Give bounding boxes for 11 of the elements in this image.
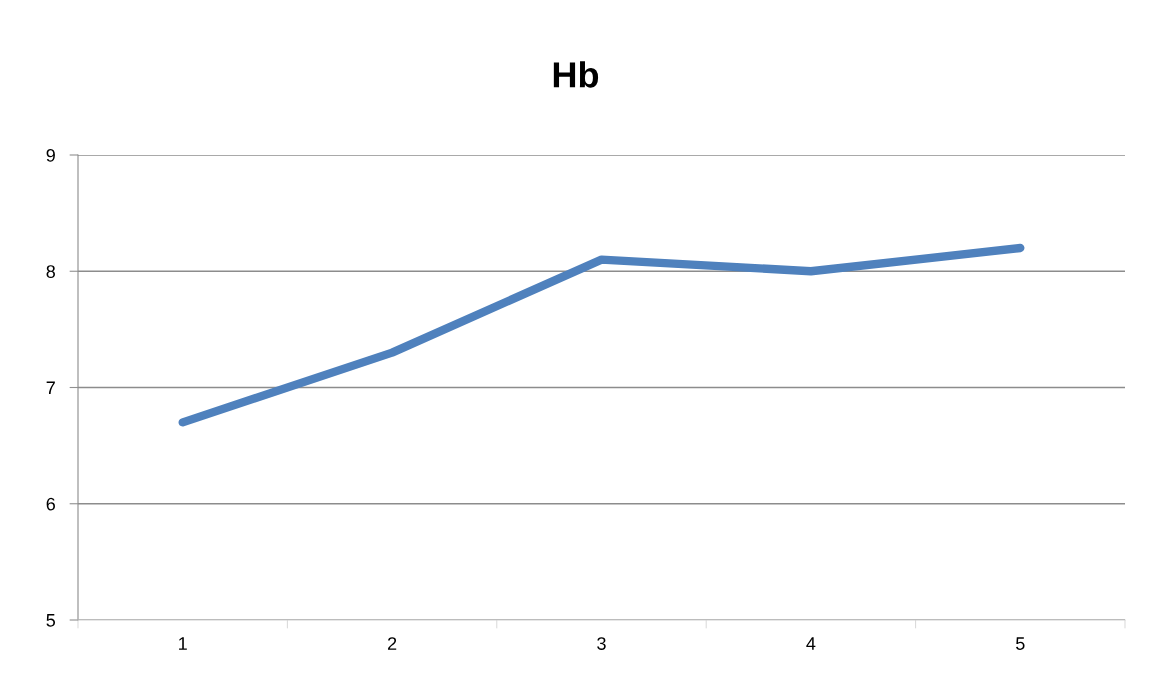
y-tick-label: 9: [46, 148, 55, 162]
y-tick-label: 7: [46, 381, 55, 395]
x-tick-label: 3: [597, 637, 606, 650]
y-tick-label: 8: [46, 265, 55, 278]
x-tick-label: 4: [806, 637, 816, 650]
y-tick-label: 5: [46, 614, 56, 627]
x-tick-label: 2: [387, 637, 397, 650]
x-tick-label: 5: [1016, 637, 1025, 650]
x-tick-label: 1: [179, 637, 187, 650]
y-tick-label: 6: [46, 497, 55, 511]
chart-title: Hb: [553, 61, 599, 88]
